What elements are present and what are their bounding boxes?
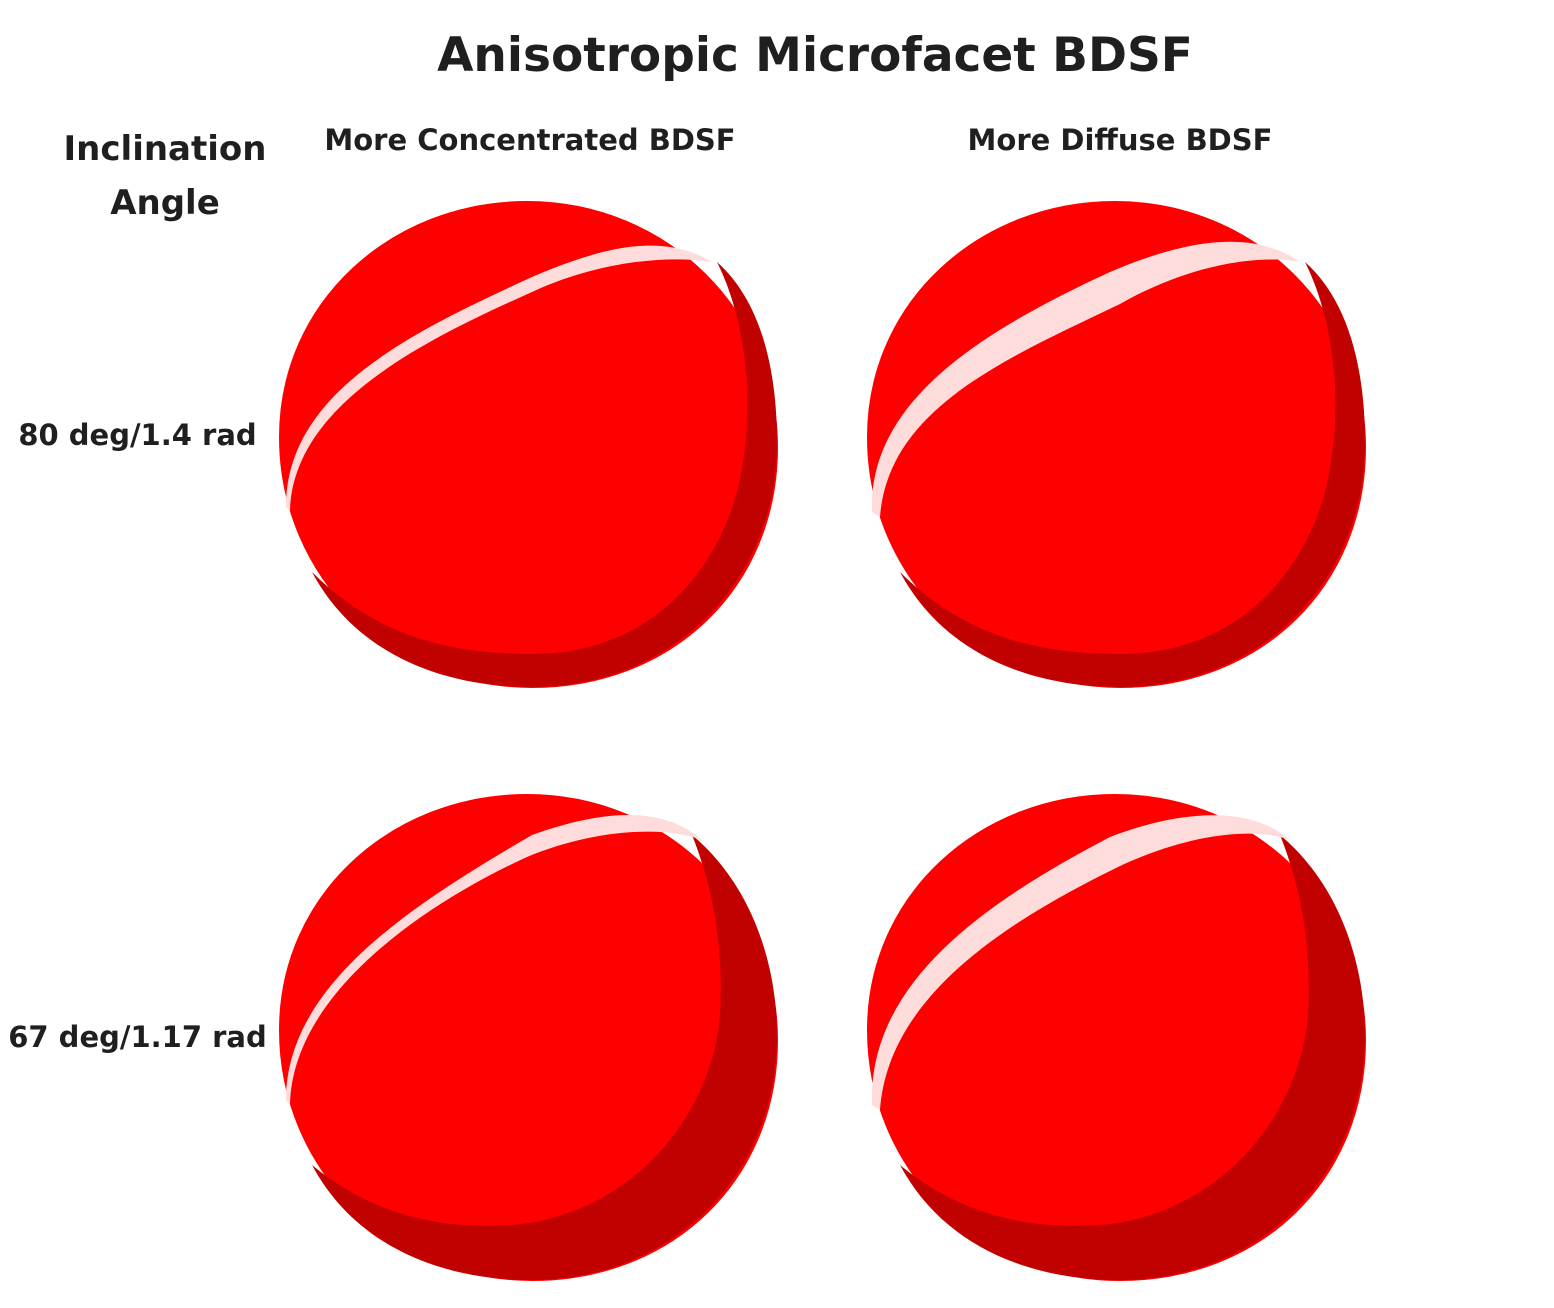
row-label-67deg: 67 deg/1.17 rad (8, 1020, 267, 1054)
row-label-80deg: 80 deg/1.4 rad (18, 418, 257, 452)
sphere-80deg-concentrated-graphic (278, 200, 779, 689)
sphere-67deg-concentrated-graphic (278, 793, 779, 1282)
sphere-80deg-diffuse (860, 192, 1370, 692)
specular-highlight (871, 815, 1290, 1110)
sphere-80deg-diffuse-graphic (866, 200, 1367, 689)
sphere-67deg-diffuse (860, 785, 1370, 1285)
sphere-shadow (312, 835, 777, 1280)
specular-highlight (286, 815, 702, 1105)
page-title: Anisotropic Microfacet BDSF (437, 28, 1193, 83)
row-axis-header: Inclination Angle (40, 122, 290, 230)
column-header-diffuse: More Diffuse BDSF (967, 123, 1273, 157)
row-axis-header-line1: Inclination (63, 129, 267, 169)
specular-highlight (286, 245, 712, 512)
sphere-67deg-diffuse-graphic (866, 793, 1367, 1282)
specular-highlight (871, 241, 1300, 517)
sphere-shadow (900, 835, 1365, 1280)
sphere-80deg-concentrated (272, 192, 782, 692)
column-header-concentrated: More Concentrated BDSF (324, 123, 736, 157)
sphere-67deg-concentrated (272, 785, 782, 1285)
row-axis-header-line2: Angle (110, 183, 220, 223)
